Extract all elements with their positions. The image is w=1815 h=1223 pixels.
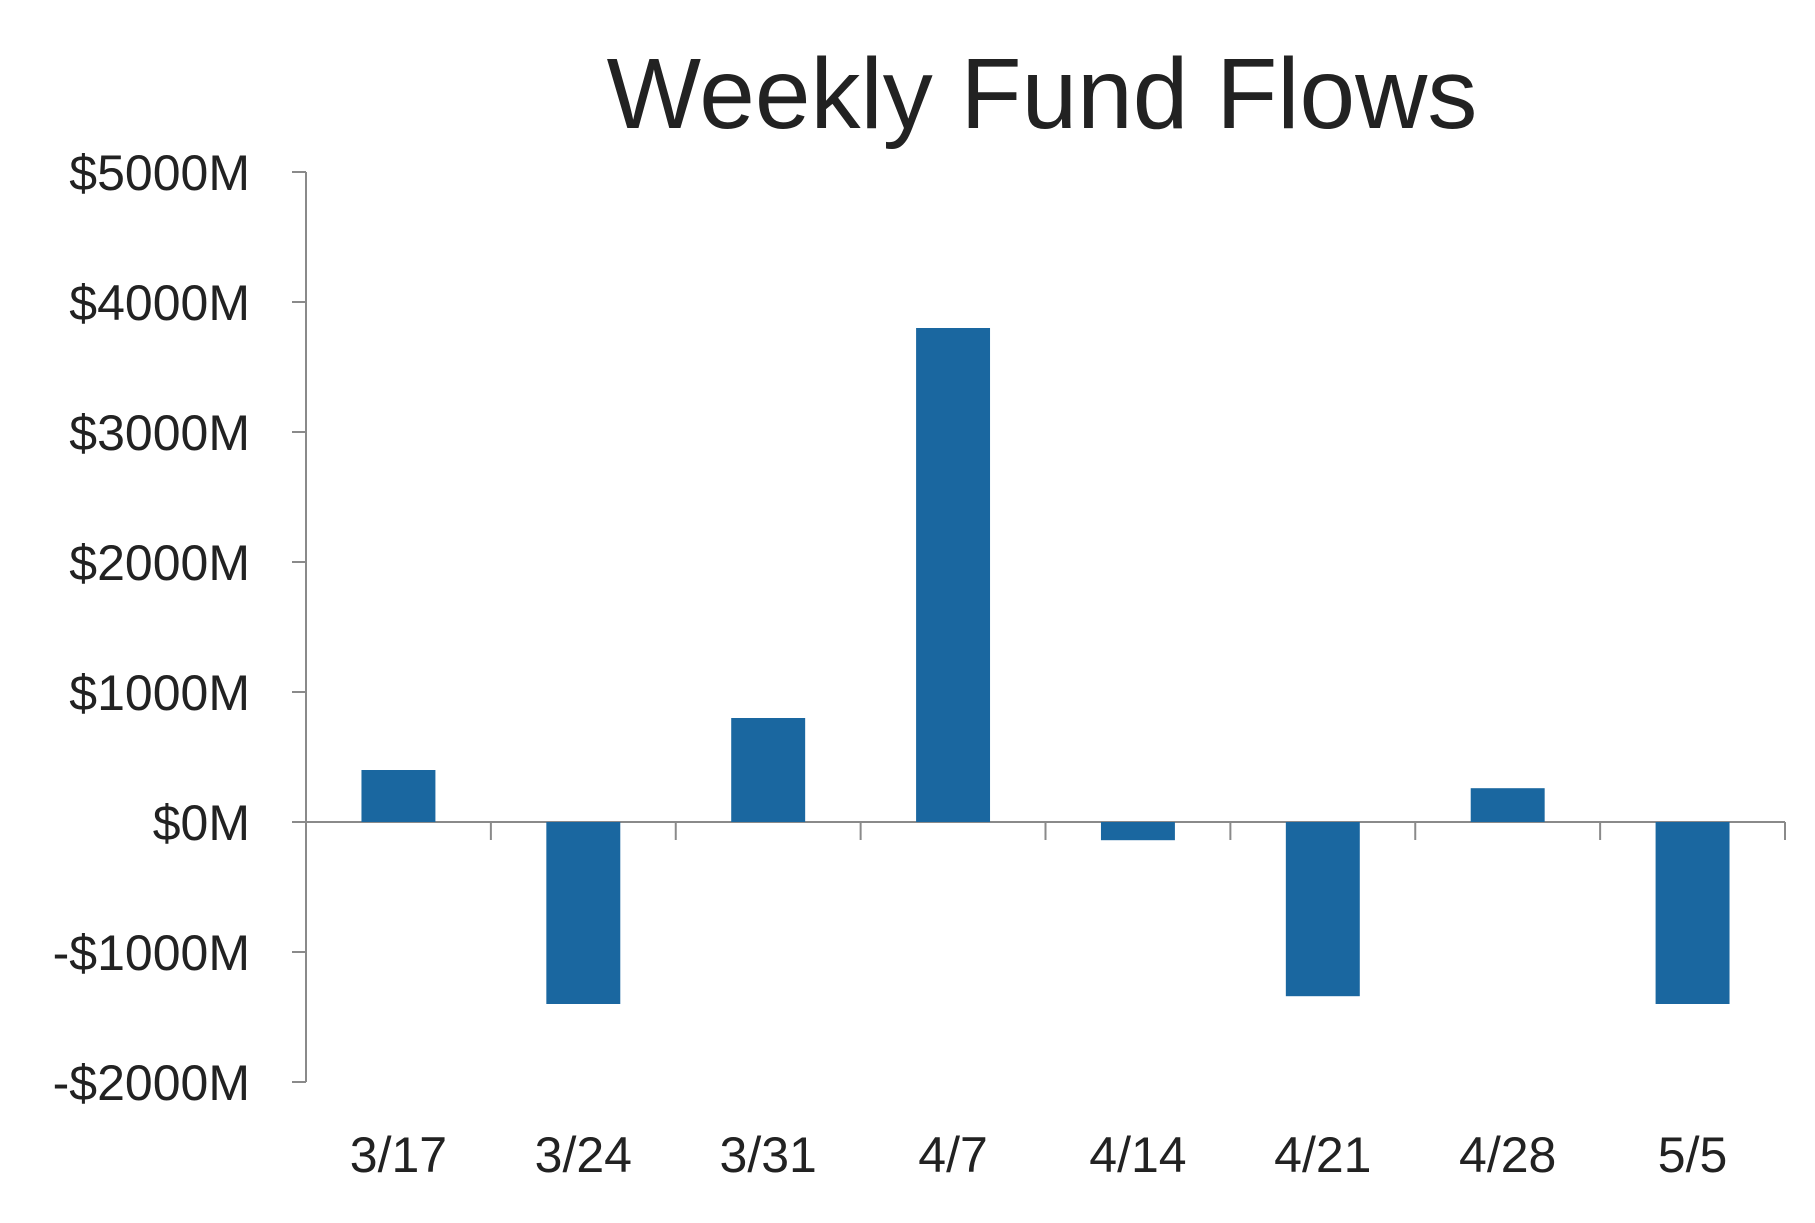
y-tick-label: $3000M — [69, 405, 250, 461]
x-tick-label: 3/24 — [535, 1127, 632, 1183]
bar-5-5 — [1655, 822, 1730, 1004]
bars — [361, 328, 1730, 1004]
x-tick-label: 5/5 — [1658, 1127, 1728, 1183]
x-tick-label: 4/28 — [1459, 1127, 1556, 1183]
bar-4-7 — [916, 328, 991, 822]
y-tick-label: $2000M — [69, 535, 250, 591]
bar-3-24 — [546, 822, 621, 1004]
bar-4-14 — [1100, 822, 1175, 841]
y-tick-label: -$2000M — [53, 1055, 250, 1111]
bar-4-21 — [1285, 822, 1360, 997]
y-tick-label: $5000M — [69, 145, 250, 201]
y-tick-label: $4000M — [69, 275, 250, 331]
y-tick-label: $1000M — [69, 665, 250, 721]
x-tick-label: 3/17 — [350, 1127, 447, 1183]
chart-title: Weekly Fund Flows — [607, 38, 1478, 150]
x-tick-label: 4/7 — [918, 1127, 988, 1183]
y-tick-label: $0M — [153, 795, 250, 851]
y-tick-label: -$1000M — [53, 925, 250, 981]
bar-4-28 — [1470, 788, 1545, 822]
bar-3-31 — [731, 718, 806, 822]
x-tick-label: 4/14 — [1089, 1127, 1186, 1183]
bar-3-17 — [361, 770, 436, 822]
x-tick-label: 4/21 — [1274, 1127, 1371, 1183]
y-axis: $5000M $4000M $3000M $2000M $1000M $0M -$1000M… — [53, 145, 307, 1111]
x-axis: 3/17 3/24 3/31 4/7 4/14 4/21 4/28 5/5 — [306, 821, 1786, 1183]
x-tick-label: 3/31 — [720, 1127, 817, 1183]
